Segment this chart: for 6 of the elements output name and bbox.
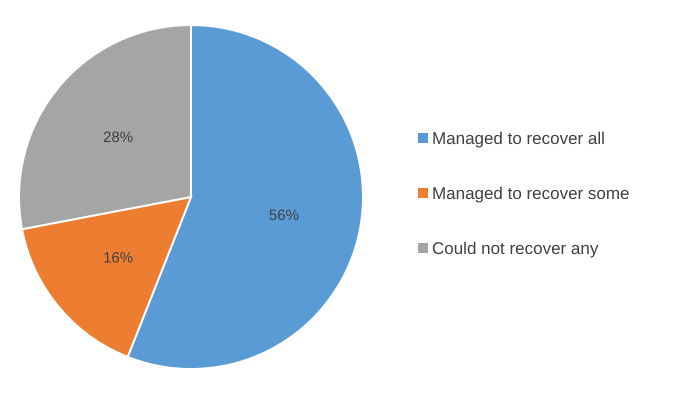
legend-label: Managed to recover all bbox=[432, 128, 605, 148]
data-label: 16% bbox=[103, 250, 134, 267]
data-label: 56% bbox=[268, 206, 299, 224]
legend-label: Could not recover any bbox=[432, 238, 599, 258]
legend-label: Managed to recover some bbox=[432, 184, 630, 203]
data-label: 28% bbox=[103, 128, 134, 146]
